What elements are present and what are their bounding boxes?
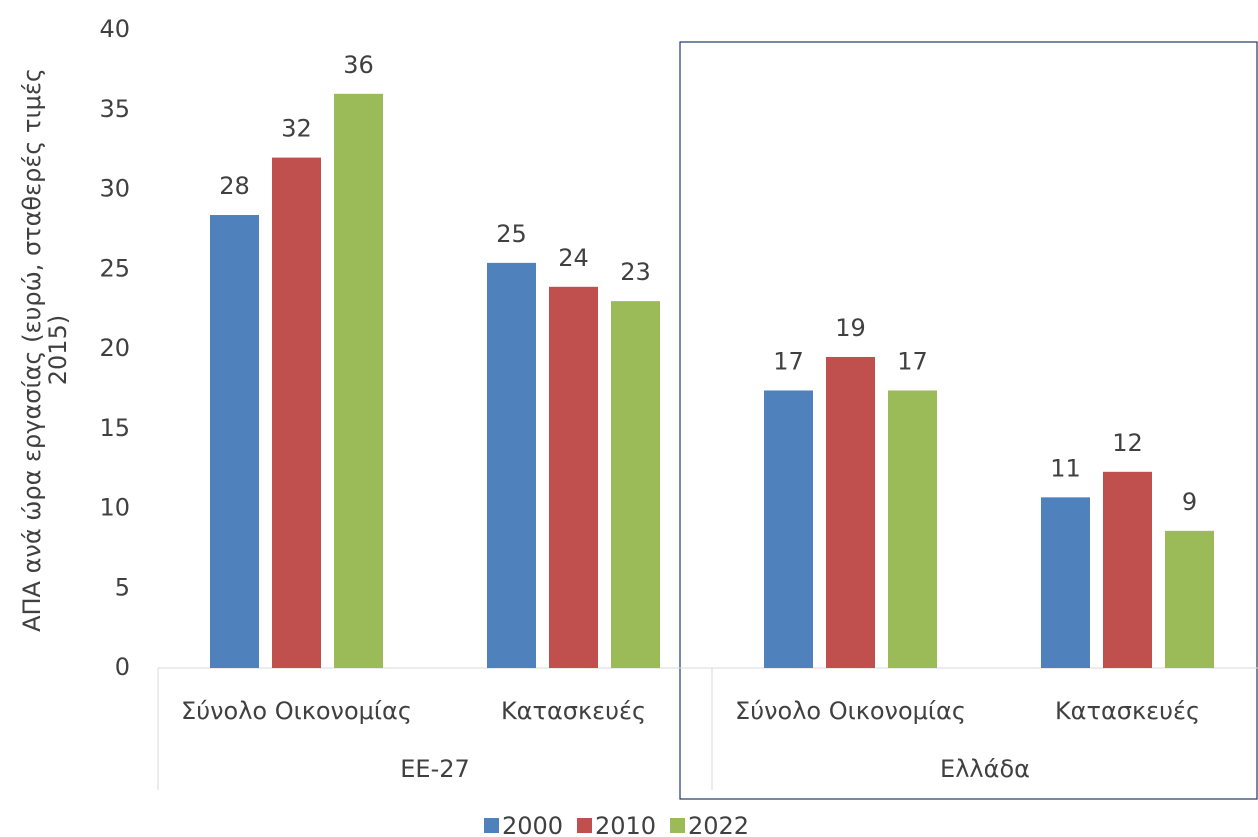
data-label: 24: [558, 244, 589, 272]
bar: [272, 157, 321, 668]
data-label: 23: [620, 258, 651, 286]
y-tick-label: 5: [115, 573, 130, 601]
data-label: 9: [1182, 488, 1197, 516]
x-tick-label: Σύνολο Οικονομίας: [181, 697, 412, 725]
data-label: 36: [343, 51, 374, 79]
legend-swatch: [577, 818, 592, 833]
bar: [1103, 471, 1152, 668]
bar: [1165, 530, 1214, 668]
y-tick-label: 25: [99, 254, 130, 282]
x-tick-label: Κατασκευές: [1055, 697, 1200, 725]
bar: [611, 301, 660, 668]
y-tick-label: 30: [99, 175, 130, 203]
legend-swatch: [670, 818, 685, 833]
bar: [1041, 497, 1090, 668]
bar: [210, 215, 259, 668]
data-label: 32: [281, 115, 312, 143]
data-label: 11: [1050, 454, 1081, 482]
legend-label: 2010: [595, 812, 656, 837]
y-tick-label: 15: [99, 414, 130, 442]
y-tick-label: 35: [99, 95, 130, 123]
legend-swatch: [484, 818, 499, 833]
bar: [334, 93, 383, 669]
bar: [764, 390, 813, 668]
x-tick-label: Κατασκευές: [501, 697, 646, 725]
highlight-box: [679, 41, 1258, 800]
legend-label: 2000: [502, 812, 563, 837]
y-tick-label: 40: [99, 15, 130, 43]
data-label: 19: [835, 314, 866, 342]
data-label: 17: [897, 347, 928, 375]
y-tick-label: 0: [115, 653, 130, 681]
data-label: 28: [219, 172, 250, 200]
y-tick-label: 10: [99, 494, 130, 522]
bar: [888, 390, 937, 668]
bar: [549, 286, 598, 668]
y-axis-label: ΑΠΑ ανά ώρα εργασίας (ευρώ, σταθερές τιμ…: [18, 68, 72, 632]
bar: [826, 356, 875, 668]
legend-label: 2022: [688, 812, 749, 837]
bar: [487, 262, 536, 668]
y-tick-label: 20: [99, 334, 130, 362]
x-tick-label: Σύνολο Οικονομίας: [735, 697, 966, 725]
data-label: 17: [773, 347, 804, 375]
group-label: ΕΕ-27: [400, 755, 470, 783]
data-label: 25: [496, 220, 527, 248]
group-label: Ελλάδα: [940, 755, 1030, 783]
data-label: 12: [1112, 429, 1143, 457]
